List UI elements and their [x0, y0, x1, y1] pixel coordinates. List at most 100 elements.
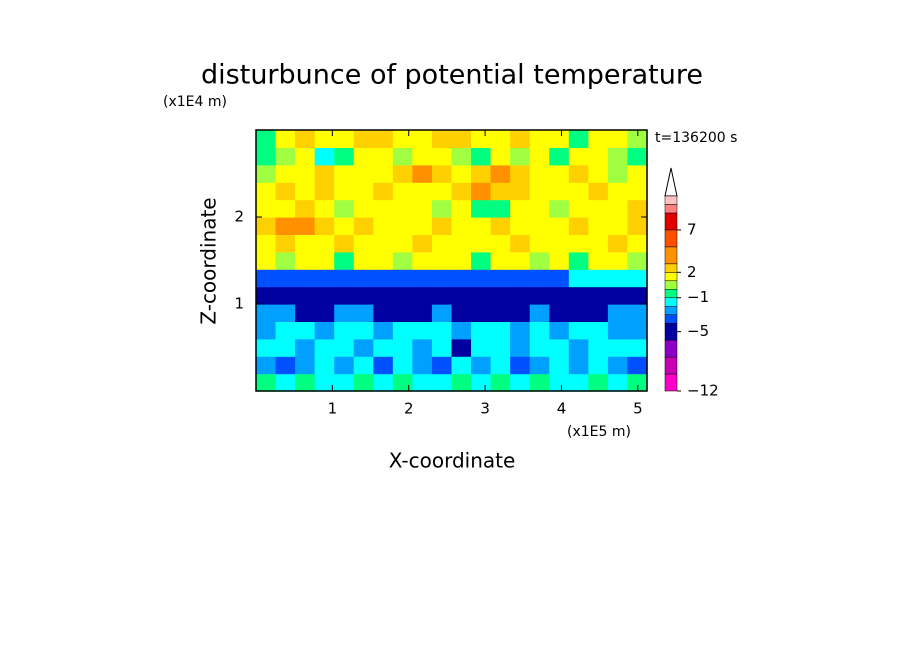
contour-cell: [568, 356, 589, 375]
contour-cell: [353, 251, 374, 270]
contour-cell: [451, 164, 472, 183]
contour-cell: [627, 147, 648, 166]
contour-cell: [471, 182, 492, 201]
contour-cell: [471, 286, 492, 305]
contour-cell: [256, 321, 277, 340]
contour-cell: [431, 130, 453, 148]
contour-cell: [451, 373, 472, 392]
contour-cell: [588, 147, 609, 166]
contour-cell: [627, 269, 648, 288]
contour-cell: [431, 321, 453, 340]
contour-cell: [490, 321, 511, 340]
colorbar-tick-label: −1: [687, 288, 709, 306]
contour-cell: [451, 356, 472, 375]
contour-cell: [529, 147, 550, 166]
contour-cell: [334, 304, 355, 322]
contour-cell: [549, 164, 570, 183]
contour-cell: [529, 164, 550, 183]
contour-cell: [373, 217, 394, 235]
contour-cell: [314, 199, 335, 218]
contour-cell: [588, 182, 609, 201]
contour-cell: [510, 164, 531, 183]
contour-cell: [392, 164, 413, 183]
contour-cell: [607, 199, 629, 218]
contour-cell: [627, 251, 648, 270]
colorbar-segment: [664, 373, 678, 392]
contour-cell: [412, 356, 433, 375]
contour-cell: [607, 234, 629, 253]
contour-cell: [471, 164, 492, 183]
contour-cell: [490, 234, 511, 253]
contour-cell: [549, 234, 570, 253]
contour-cell: [588, 199, 609, 218]
contour-cell: [529, 269, 550, 288]
contour-cell: [471, 217, 492, 235]
contour-cell: [549, 304, 570, 322]
contour-cell: [510, 182, 531, 201]
contour-cell: [588, 338, 609, 357]
contour-cell: [568, 130, 589, 148]
contour-cell: [549, 338, 570, 357]
colorbar-segment: [664, 356, 678, 375]
contour-cell: [295, 338, 316, 357]
contour-cell: [510, 199, 531, 218]
contour-cell: [275, 251, 296, 270]
contour-cell: [529, 182, 550, 201]
contour-cell: [431, 251, 453, 270]
contour-cell: [334, 199, 355, 218]
x-axis-title: X-coordinate: [389, 449, 516, 473]
contour-cell: [412, 234, 433, 253]
contour-cell: [334, 338, 355, 357]
contour-cell: [334, 147, 355, 166]
contour-cell: [549, 356, 570, 375]
contour-cell: [431, 356, 453, 375]
contour-cell: [627, 130, 648, 148]
colorbar-segment: [664, 289, 678, 298]
colorbar-segment: [664, 229, 678, 248]
contour-cell: [588, 217, 609, 235]
contour-cell: [471, 356, 492, 375]
contour-cell: [373, 373, 394, 392]
contour-cell: [568, 269, 589, 288]
contour-cell: [431, 338, 453, 357]
y-tick-label: 1: [234, 295, 244, 313]
contour-cell: [471, 373, 492, 392]
contour-cell: [607, 304, 629, 322]
contour-cell: [510, 147, 531, 166]
contour-cell: [451, 130, 472, 148]
contour-cell: [314, 251, 335, 270]
contour-cell: [392, 234, 413, 253]
contour-cell: [490, 182, 511, 201]
contour-cell: [275, 147, 296, 166]
contour-cell: [334, 234, 355, 253]
contour-cell: [314, 373, 335, 392]
contour-cell: [529, 338, 550, 357]
contour-cell: [490, 373, 511, 392]
contour-cell: [275, 164, 296, 183]
contour-cell: [510, 286, 531, 305]
contour-cell: [392, 217, 413, 235]
contour-cell: [490, 147, 511, 166]
contour-cell: [568, 338, 589, 357]
contour-cell: [627, 321, 648, 340]
contour-cell: [510, 356, 531, 375]
colorbar-segment: [664, 280, 678, 290]
contour-cell: [568, 304, 589, 322]
contour-cell: [451, 269, 472, 288]
contour-cell: [295, 269, 316, 288]
contour-cell: [607, 182, 629, 201]
contour-cell: [588, 269, 609, 288]
colorbar-tick-label: −5: [687, 322, 709, 340]
contour-cell: [588, 304, 609, 322]
contour-cell: [451, 217, 472, 235]
contour-cell: [275, 182, 296, 201]
contour-cell: [568, 234, 589, 253]
contour-cell: [373, 147, 394, 166]
contour-cell: [275, 234, 296, 253]
contour-cell: [549, 373, 570, 392]
contour-cell: [451, 234, 472, 253]
colorbar-segment: [664, 204, 678, 214]
x-tick-label: 3: [480, 400, 490, 418]
contour-cell: [334, 356, 355, 375]
